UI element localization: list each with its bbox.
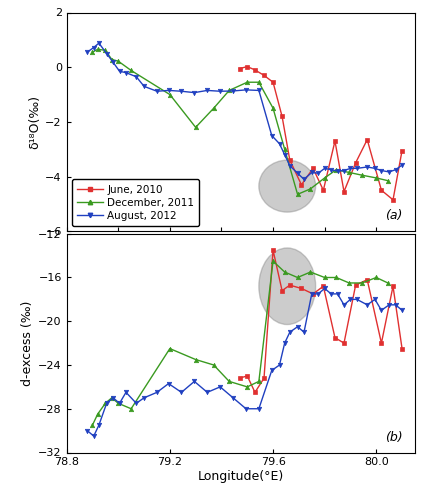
Legend: June, 2010, December, 2011, August, 2012: June, 2010, December, 2011, August, 2012 — [72, 180, 200, 226]
Y-axis label: δ¹⁸O(‰): δ¹⁸O(‰) — [28, 95, 41, 149]
Text: (a): (a) — [385, 210, 403, 222]
Ellipse shape — [259, 248, 316, 324]
Text: (b): (b) — [385, 430, 403, 444]
X-axis label: Longitude(°E): Longitude(°E) — [198, 470, 284, 483]
Ellipse shape — [259, 160, 316, 212]
Y-axis label: d-excess (‰): d-excess (‰) — [21, 300, 34, 386]
